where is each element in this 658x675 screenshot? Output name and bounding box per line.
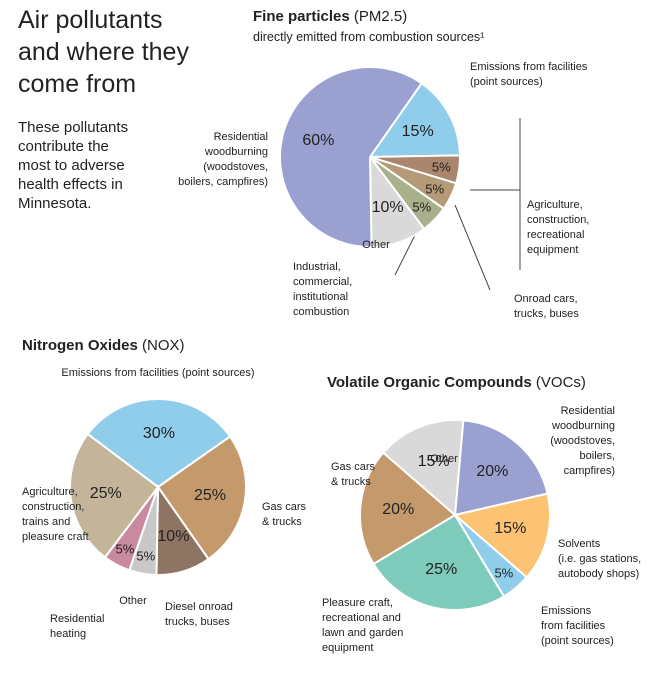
title-abbreviation: (NOX) <box>142 337 185 354</box>
category-label: Residential woodburning (woodstoves, boi… <box>178 131 268 188</box>
pie-slice <box>86 398 232 489</box>
chart-title: Nitrogen Oxides (NOX) <box>22 337 185 354</box>
pie-slice <box>279 66 424 248</box>
value-label: 30% <box>142 425 175 443</box>
chart-title: Fine particles (PM2.5) <box>253 8 407 25</box>
category-label: Agriculture, construction, trains and pl… <box>22 486 89 543</box>
pie-slice <box>372 513 506 611</box>
category-label: Other <box>119 595 147 607</box>
value-label: 15% <box>401 122 434 140</box>
category-label: Agriculture, construction, recreational … <box>527 199 590 256</box>
category-label: Emissions from facilities (point sources… <box>470 61 588 88</box>
value-label: 5% <box>115 541 135 557</box>
title-text: Volatile Organic Compounds <box>327 374 532 391</box>
value-label: 25% <box>193 487 226 505</box>
value-label: 15% <box>494 519 527 537</box>
leader <box>454 204 491 291</box>
value-label: 5% <box>136 548 156 564</box>
value-label: 10% <box>371 199 404 217</box>
value-label: 5% <box>412 199 432 215</box>
pie-slice <box>69 432 160 559</box>
category-label: Gas cars & trucks <box>331 461 376 488</box>
category-label: Solvents (i.e. gas stations, autobody sh… <box>558 538 642 580</box>
value-label: 5% <box>425 181 445 197</box>
title-abbreviation: (VOCs) <box>535 374 586 391</box>
category-label: Industrial, commercial, institutional co… <box>293 261 353 318</box>
category-label: Gas cars & trucks <box>262 501 307 528</box>
value-label: 60% <box>302 132 335 150</box>
value-label: 25% <box>89 485 122 503</box>
page-description: These pollutants contribute the most to … <box>18 119 129 212</box>
value-label: 25% <box>425 561 458 579</box>
title-text: Fine particles <box>253 8 350 25</box>
pie-slice <box>368 81 462 159</box>
value-label: 5% <box>431 159 451 175</box>
value-label: 20% <box>382 501 415 519</box>
pie-slice <box>359 451 457 566</box>
chart-title: Volatile Organic Compounds (VOCs) <box>327 374 586 391</box>
category-label: Emissions from facilities (point sources… <box>61 367 255 379</box>
category-label: Diesel onroad trucks, buses <box>165 601 233 628</box>
value-label: 10% <box>157 528 190 546</box>
pie-slice <box>156 435 247 561</box>
page-title: Air pollutants and where they come from <box>18 6 189 98</box>
category-label: Other <box>362 239 390 251</box>
value-label: 20% <box>476 462 509 480</box>
pie-slice <box>453 419 549 517</box>
category-label: Residential heating <box>50 613 105 640</box>
chart-subtitle: directly emitted from combustion sources… <box>253 30 485 44</box>
title-text: Nitrogen Oxides <box>22 337 138 354</box>
pie-slice <box>452 492 551 579</box>
category-label: Other <box>430 453 458 465</box>
category-label: Emissions from facilities (point sources… <box>541 605 614 647</box>
value-label: 15% <box>417 453 450 471</box>
title-abbreviation: (PM2.5) <box>353 8 408 25</box>
value-label: 5% <box>494 565 514 581</box>
category-label: Onroad cars, trucks, buses <box>514 293 579 320</box>
category-label: Pleasure craft, recreational and lawn an… <box>322 597 404 654</box>
category-label: Residential woodburning (woodstoves, boi… <box>550 405 615 477</box>
pie-slice <box>381 419 465 518</box>
